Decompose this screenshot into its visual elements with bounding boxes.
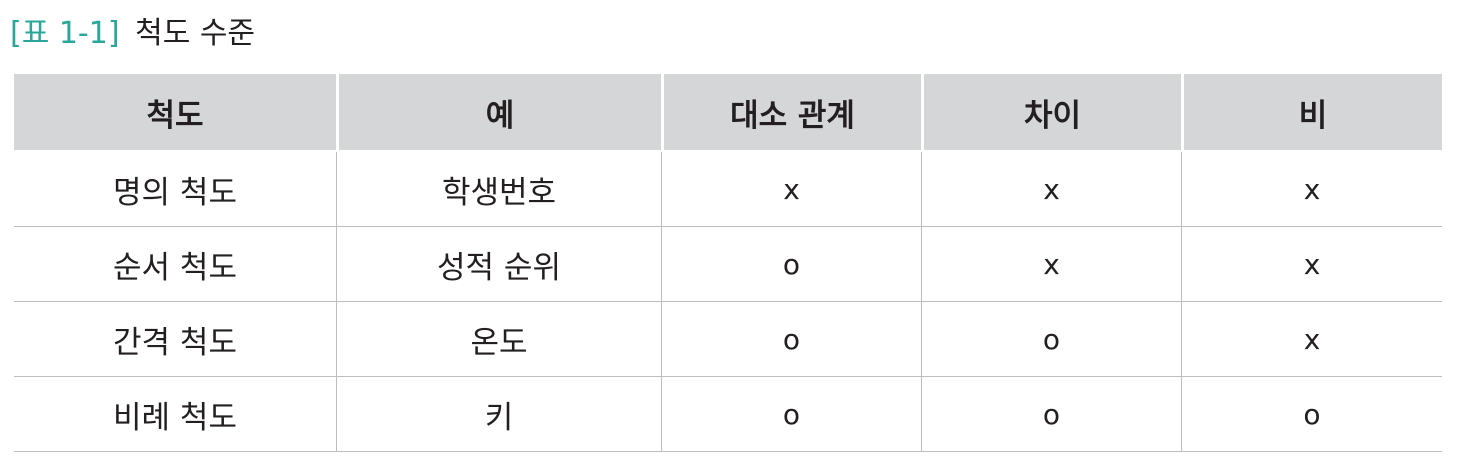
- table-row: 비례 척도 키 o o o: [14, 377, 1442, 452]
- header-row: 척도 예 대소 관계 차이 비: [14, 74, 1442, 152]
- cell-ratio: x: [1181, 302, 1442, 377]
- caption-label: [표 1-1]: [10, 16, 120, 51]
- cell-example: 키: [336, 377, 661, 452]
- header-ratio: 비: [1181, 74, 1442, 152]
- cell-order: x: [661, 152, 921, 227]
- scale-level-table: 척도 예 대소 관계 차이 비 명의 척도 학생번호 x x x 순서 척도 성…: [14, 74, 1442, 452]
- header-example: 예: [336, 74, 661, 152]
- cell-example: 학생번호: [336, 152, 661, 227]
- cell-scale: 순서 척도: [14, 227, 336, 302]
- cell-example: 온도: [336, 302, 661, 377]
- header-scale: 척도: [14, 74, 336, 152]
- cell-difference: x: [921, 227, 1181, 302]
- caption-title: 척도 수준: [135, 16, 256, 51]
- table-row: 명의 척도 학생번호 x x x: [14, 152, 1442, 227]
- cell-ratio: x: [1181, 152, 1442, 227]
- cell-order: o: [661, 227, 921, 302]
- cell-order: o: [661, 377, 921, 452]
- cell-difference: o: [921, 377, 1181, 452]
- cell-scale: 명의 척도: [14, 152, 336, 227]
- cell-difference: x: [921, 152, 1181, 227]
- cell-ratio: x: [1181, 227, 1442, 302]
- table-row: 순서 척도 성적 순위 o x x: [14, 227, 1442, 302]
- table-caption: [표 1-1] 척도 수준: [10, 12, 255, 56]
- cell-ratio: o: [1181, 377, 1442, 452]
- table-row: 간격 척도 온도 o o x: [14, 302, 1442, 377]
- cell-order: o: [661, 302, 921, 377]
- header-difference: 차이: [921, 74, 1181, 152]
- cell-example: 성적 순위: [336, 227, 661, 302]
- cell-difference: o: [921, 302, 1181, 377]
- cell-scale: 간격 척도: [14, 302, 336, 377]
- header-order: 대소 관계: [661, 74, 921, 152]
- cell-scale: 비례 척도: [14, 377, 336, 452]
